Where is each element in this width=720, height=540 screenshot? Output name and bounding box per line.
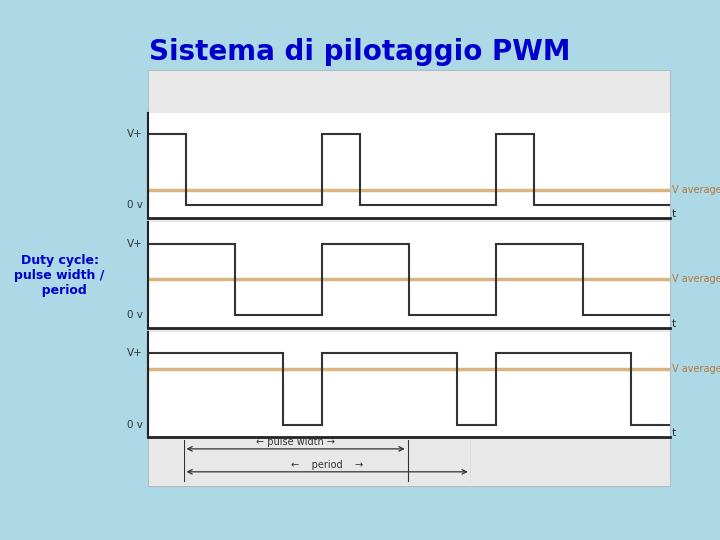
Text: V+: V+ [127, 129, 143, 139]
Text: V average: V average [672, 364, 720, 374]
Text: 0 v: 0 v [127, 310, 143, 320]
Text: V average: V average [672, 185, 720, 195]
Text: ← pulse width →: ← pulse width → [256, 437, 335, 447]
Text: ←    period    →: ← period → [291, 460, 364, 470]
Text: 0 v: 0 v [127, 200, 143, 211]
Text: V average: V average [672, 274, 720, 285]
Text: V+: V+ [127, 348, 143, 359]
Text: V+: V+ [127, 239, 143, 249]
Text: 0 v: 0 v [127, 420, 143, 430]
Text: t: t [672, 209, 677, 219]
Text: t: t [672, 428, 677, 438]
Text: Sistema di pilotaggio PWM: Sistema di pilotaggio PWM [149, 38, 571, 66]
Text: Duty cycle:
pulse width /
  period: Duty cycle: pulse width / period [14, 254, 105, 296]
Text: t: t [672, 319, 677, 328]
